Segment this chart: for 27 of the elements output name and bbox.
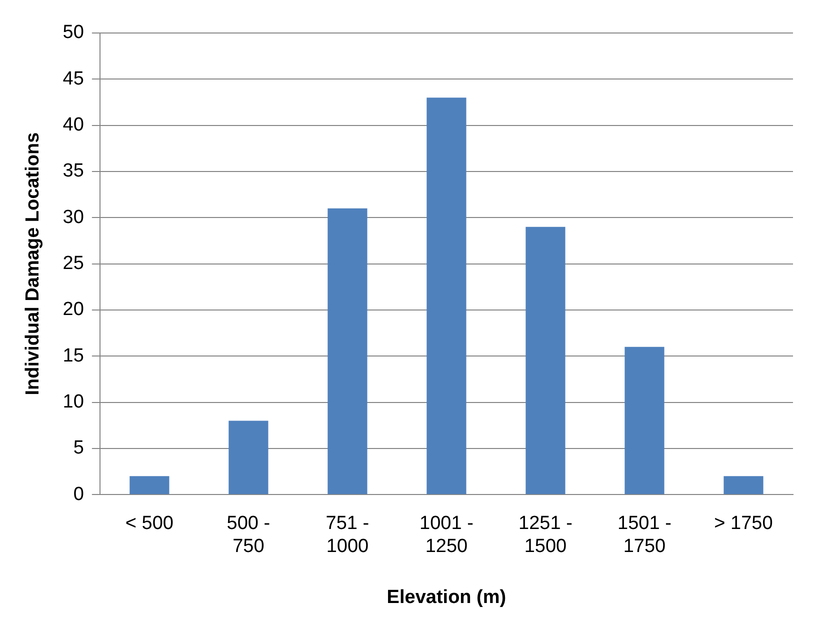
x-tick-label: > 1750 [714, 513, 773, 534]
x-tick-label: 1001 - 1250 [420, 513, 474, 558]
bar [526, 226, 566, 494]
y-tick-label: 0 [73, 484, 84, 505]
y-tick-label: 45 [62, 68, 84, 90]
x-tick-label: 1501 - 1750 [618, 513, 672, 558]
y-tick-label: 50 [62, 22, 84, 44]
y-axis-title: Individual Damage Locations [22, 132, 44, 396]
y-tick-label: 20 [62, 299, 84, 320]
x-tick-label: 751 - 1000 [326, 513, 370, 558]
y-tick-label: 15 [62, 345, 84, 366]
bar [130, 476, 170, 494]
bar [724, 476, 764, 494]
x-tick-label: 500 - 750 [226, 513, 270, 558]
bar [228, 420, 268, 494]
x-tick-label: < 500 [125, 513, 174, 534]
y-tick-label: 10 [62, 392, 84, 413]
bar [328, 208, 368, 494]
y-tick-label: 35 [62, 160, 84, 182]
y-tick-label: 30 [62, 206, 84, 228]
y-tick-label: 25 [62, 253, 84, 274]
bar [426, 98, 466, 494]
y-tick-label: 5 [73, 438, 84, 459]
bar [624, 346, 664, 494]
x-tick-label: 1251 - 1500 [518, 513, 572, 558]
x-axis-title: Elevation (m) [386, 586, 506, 608]
y-tick-label: 40 [62, 114, 84, 136]
